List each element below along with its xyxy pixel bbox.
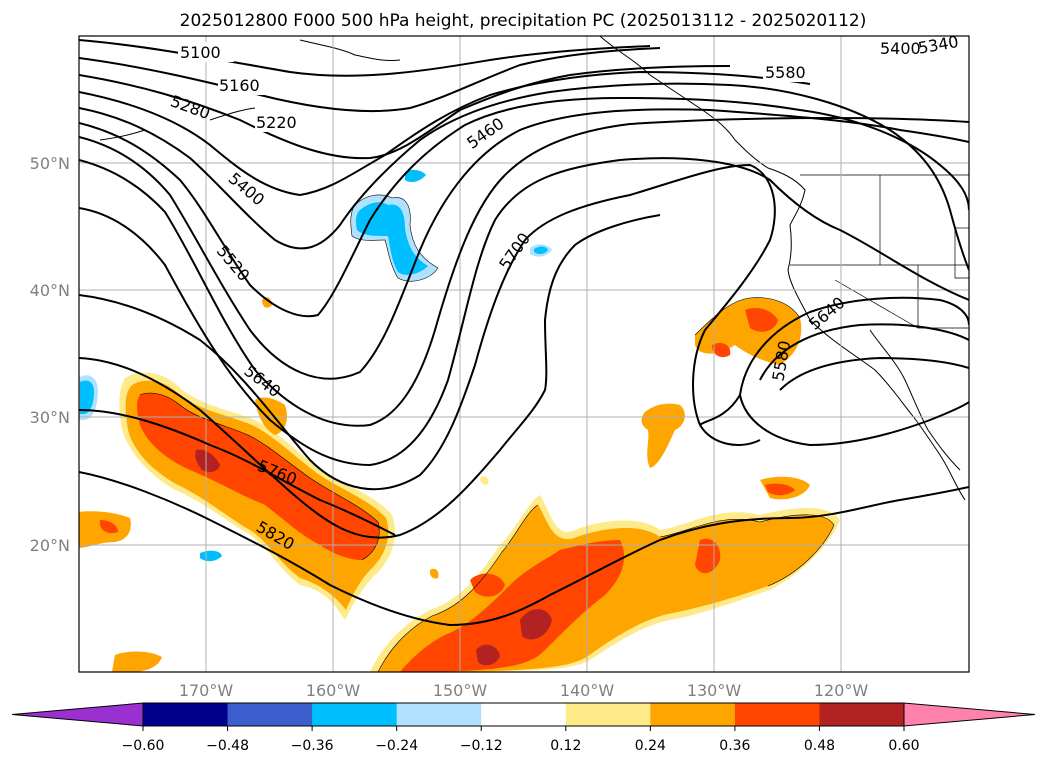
lon-label: 140°W (560, 681, 615, 700)
colorbar: −0.60 −0.48 −0.36 −0.24 −0.12 0.12 0.24 0.36 0.4… (11, 702, 1036, 754)
lat-label: 40°N (30, 281, 70, 300)
shading-outlines (139, 194, 835, 672)
colorbar-segment (650, 703, 736, 726)
colorbar-tick-label: 0.36 (719, 738, 750, 754)
map-title: 2025012800 F000 500 hPa height, precipit… (180, 11, 867, 31)
colorbar-frame (142, 702, 905, 727)
colorbar-tick-label: −0.48 (206, 738, 249, 754)
lon-label: 130°W (687, 681, 742, 700)
colorbar-tick-label: 0.12 (550, 738, 581, 754)
colorbar-segment (312, 703, 398, 726)
colorbar-tick-label: −0.60 (122, 738, 165, 754)
colorbar-segment (143, 703, 229, 726)
contour-label: 5400 (880, 39, 921, 58)
colorbar-tick-label: −0.36 (291, 738, 334, 754)
colorbar-tick-label: 0.24 (635, 738, 666, 754)
colorbar-segment (819, 703, 905, 726)
contour-label: 5340 (917, 32, 960, 58)
lat-label: 30°N (30, 408, 70, 427)
colorbar-segment (481, 703, 567, 726)
colorbar-tick-label: 0.60 (888, 738, 919, 754)
lat-label: 20°N (30, 536, 70, 555)
contour-label: 5100 (180, 43, 221, 62)
graticule (79, 36, 969, 672)
contour-label: 5580 (765, 63, 806, 82)
colorbar-extend-min (11, 702, 144, 727)
colorbar-tick-label: −0.12 (460, 738, 503, 754)
map-panel: 5100 5160 5220 5280 5400 5520 5460 5700 … (79, 32, 969, 672)
state-borders (790, 174, 969, 329)
colorbar-tick-label: −0.24 (375, 738, 418, 754)
contour-label: 5220 (256, 113, 297, 132)
lon-label: 120°W (814, 681, 869, 700)
lon-label: 150°W (433, 681, 488, 700)
lon-label: 170°W (179, 681, 234, 700)
colorbar-extend-max (903, 702, 1036, 727)
colorbar-segment (565, 703, 651, 726)
colorbar-segment (734, 703, 820, 726)
lat-label: 50°N (30, 154, 70, 173)
map-frame (78, 35, 970, 673)
colorbar-tick-label: 0.48 (804, 738, 835, 754)
colorbar-segment (396, 703, 482, 726)
coastlines (99, 36, 966, 501)
longitude-labels: 170°W 160°W 150°W 140°W 130°W 120°W (179, 681, 869, 700)
colorbar-segment (227, 703, 313, 726)
lon-label: 160°W (306, 681, 361, 700)
contour-label: 5160 (219, 76, 260, 95)
latitude-labels: 50°N 40°N 30°N 20°N (30, 154, 70, 555)
